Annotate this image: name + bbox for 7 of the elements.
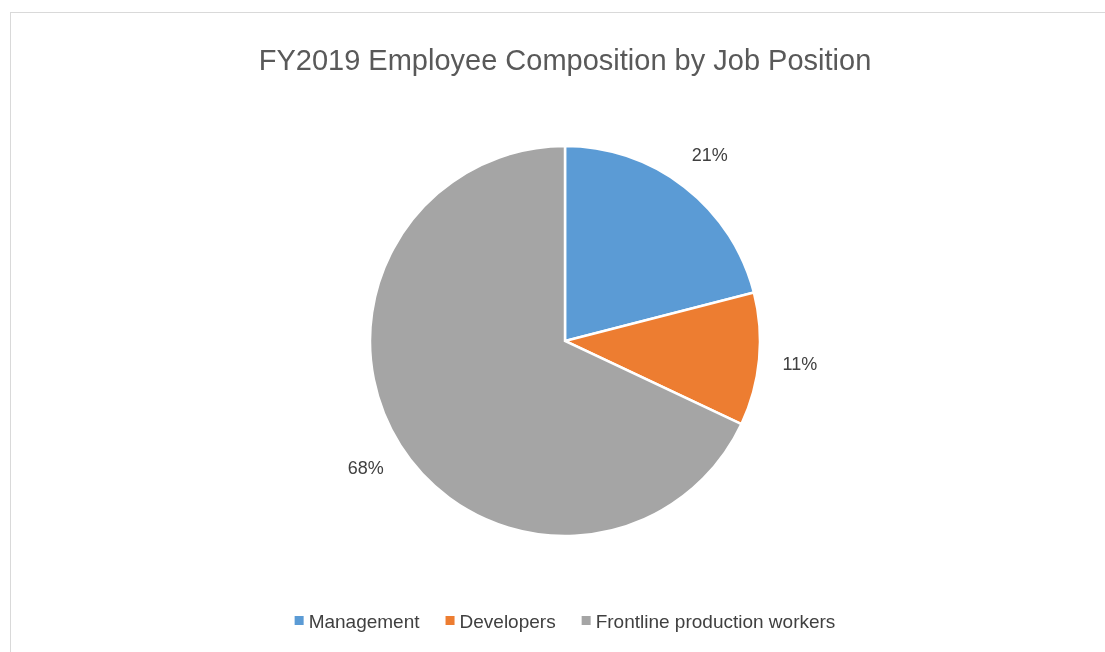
legend-label: Developers: [459, 610, 556, 632]
chart-title: FY2019 Employee Composition by Job Position: [258, 44, 872, 76]
data-label: 68%: [347, 457, 384, 478]
data-label: 11%: [782, 353, 818, 374]
legend-label: Frontline production workers: [595, 610, 836, 632]
data-label: 21%: [691, 144, 728, 165]
legend-label: Management: [308, 610, 421, 632]
